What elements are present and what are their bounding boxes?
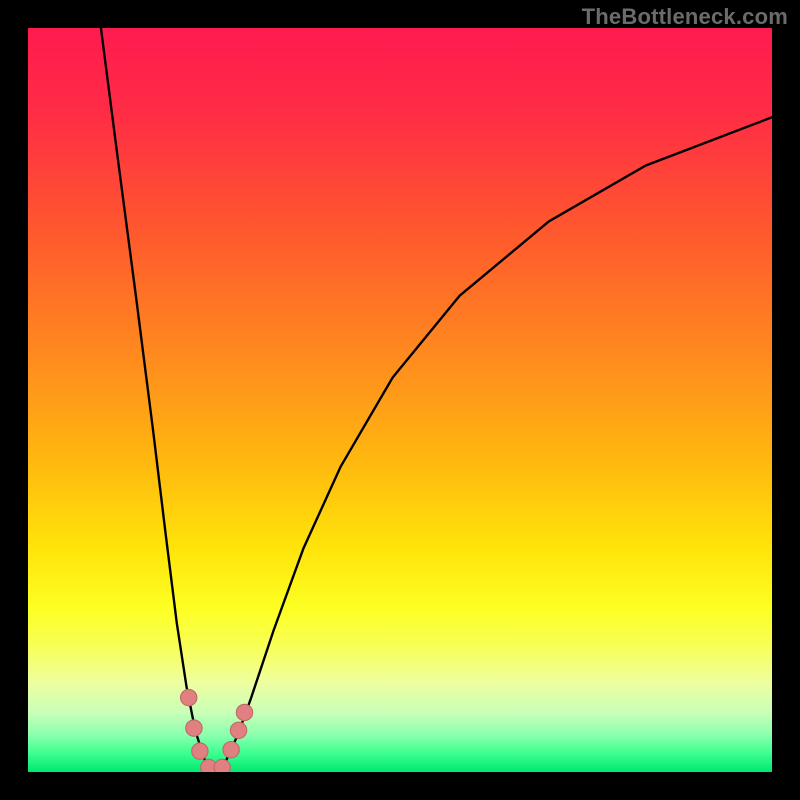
marker-group — [181, 689, 253, 772]
marker-point — [223, 741, 239, 757]
marker-point — [230, 722, 246, 738]
marker-point — [236, 704, 252, 720]
marker-point — [186, 720, 202, 736]
chart-frame: TheBottleneck.com — [0, 0, 800, 800]
watermark-text: TheBottleneck.com — [582, 4, 788, 30]
marker-point — [181, 689, 197, 705]
bottleneck-curve — [101, 28, 772, 772]
marker-point — [214, 759, 230, 772]
plot-curves — [28, 28, 772, 772]
marker-point — [192, 743, 208, 759]
plot-area — [28, 28, 772, 772]
